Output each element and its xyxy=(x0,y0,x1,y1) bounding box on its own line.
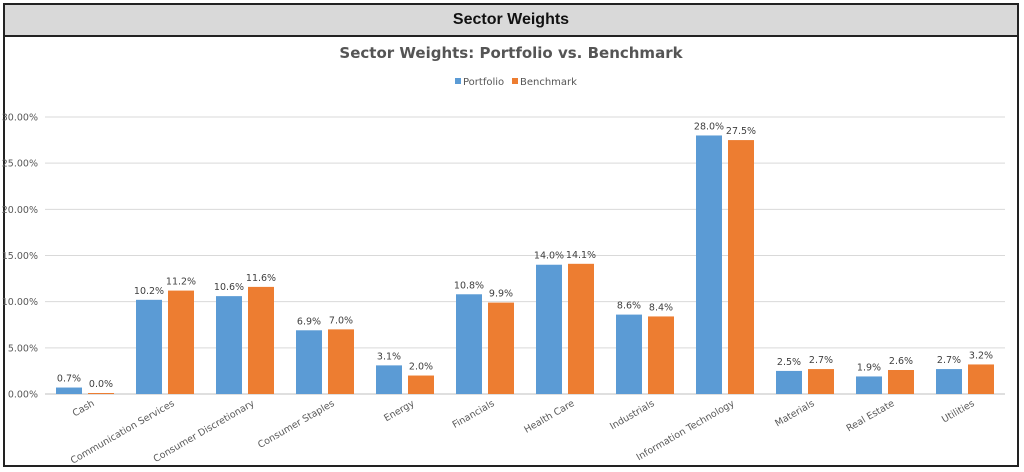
chart-gridlines xyxy=(45,116,1005,395)
bar-portfolio xyxy=(696,135,722,394)
bar-benchmark xyxy=(488,302,514,394)
data-label-benchmark: 9.9% xyxy=(489,289,513,300)
x-category-label: Materials xyxy=(773,398,816,429)
x-category-label: Financials xyxy=(451,398,497,431)
x-category-label: Consumer Staples xyxy=(256,398,336,451)
data-label-benchmark: 27.5% xyxy=(726,126,756,137)
chart-bars xyxy=(56,135,994,394)
panel-header: Sector Weights xyxy=(5,5,1017,37)
bar-benchmark xyxy=(888,369,914,394)
bar-portfolio xyxy=(56,387,82,394)
bar-portfolio xyxy=(216,296,242,394)
chart-legend: Portfolio Benchmark xyxy=(455,77,577,88)
data-label-portfolio: 3.1% xyxy=(377,351,401,362)
panel-title: Sector Weights xyxy=(452,11,570,28)
y-tick-label: 5.00% xyxy=(8,343,38,354)
bar-portfolio xyxy=(136,299,162,394)
data-label-benchmark: 14.1% xyxy=(566,250,596,261)
bar-benchmark xyxy=(808,369,834,394)
data-label-benchmark: 11.2% xyxy=(166,277,196,288)
chart-title: Sector Weights: Portfolio vs. Benchmark xyxy=(339,44,683,62)
data-label-portfolio: 10.6% xyxy=(214,282,244,293)
data-label-benchmark: 8.4% xyxy=(649,302,673,313)
bar-portfolio xyxy=(776,370,802,394)
data-label-benchmark: 0.0% xyxy=(89,379,113,390)
x-category-label: Industrials xyxy=(608,398,656,432)
bar-portfolio xyxy=(856,376,882,394)
y-tick-label: 10.00% xyxy=(2,297,38,308)
x-category-label: Health Care xyxy=(522,398,576,436)
y-tick-label: 15.00% xyxy=(2,251,38,262)
data-label-portfolio: 8.6% xyxy=(617,301,641,312)
y-tick-label: 0.00% xyxy=(8,390,38,401)
legend-swatch-benchmark xyxy=(512,78,518,84)
bar-portfolio xyxy=(616,314,642,394)
legend-label-portfolio: Portfolio xyxy=(463,77,504,88)
legend-swatch-portfolio xyxy=(455,78,461,84)
bar-portfolio xyxy=(536,264,562,394)
bar-benchmark xyxy=(248,286,274,394)
data-label-portfolio: 2.7% xyxy=(937,355,961,366)
data-label-portfolio: 10.8% xyxy=(454,280,484,291)
y-tick-label: 30.00% xyxy=(2,113,38,124)
bar-benchmark xyxy=(408,375,434,394)
bar-benchmark xyxy=(568,263,594,394)
x-category-label: Utilities xyxy=(940,398,977,425)
y-tick-label: 20.00% xyxy=(2,205,38,216)
x-category-label: Cash xyxy=(71,398,97,419)
bar-portfolio xyxy=(296,330,322,394)
bar-benchmark xyxy=(328,329,354,394)
bar-benchmark xyxy=(728,140,754,394)
data-label-portfolio: 28.0% xyxy=(694,121,724,132)
data-label-benchmark: 3.2% xyxy=(969,350,993,361)
bar-benchmark xyxy=(968,364,994,394)
data-label-benchmark: 7.0% xyxy=(329,315,353,326)
data-label-portfolio: 1.9% xyxy=(857,362,881,373)
x-category-label: Real Estate xyxy=(845,398,897,434)
data-labels: 0.7% 0.0% 10.2%11.2% 10.6%11.6% 6.9% 7.0% 3.1%… xyxy=(57,121,993,390)
y-tick-label: 25.00% xyxy=(2,159,38,170)
data-label-portfolio: 6.9% xyxy=(297,316,321,327)
data-label-portfolio: 14.0% xyxy=(534,251,564,262)
bar-benchmark xyxy=(88,393,114,394)
bar-benchmark xyxy=(168,290,194,394)
data-label-portfolio: 10.2% xyxy=(134,286,164,297)
y-axis: 0.00% 5.00% 10.00% 15.00% 20.00% 25.00% 30.00% xyxy=(2,113,38,401)
data-label-portfolio: 2.5% xyxy=(777,357,801,368)
bar-portfolio xyxy=(376,365,402,394)
data-label-benchmark: 2.7% xyxy=(809,355,833,366)
data-label-benchmark: 2.0% xyxy=(409,362,433,373)
legend-label-benchmark: Benchmark xyxy=(520,77,577,88)
data-label-portfolio: 0.7% xyxy=(57,374,81,385)
bar-benchmark xyxy=(648,316,674,394)
bar-portfolio xyxy=(456,294,482,394)
x-category-label: Energy xyxy=(382,398,417,424)
bar-portfolio xyxy=(936,369,962,394)
data-label-benchmark: 11.6% xyxy=(246,273,276,284)
data-label-benchmark: 2.6% xyxy=(889,356,913,367)
